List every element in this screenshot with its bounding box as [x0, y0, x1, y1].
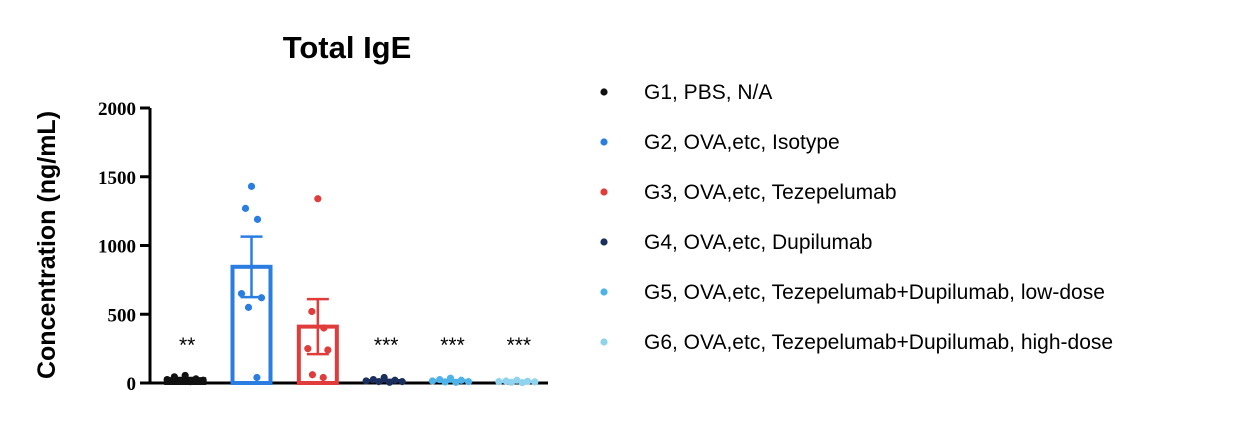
data-point [244, 303, 253, 311]
data-point [181, 371, 189, 380]
y-tick-label: 2000 [98, 99, 136, 120]
significance-label: *** [507, 334, 532, 357]
data-point [391, 376, 399, 384]
data-point [446, 374, 455, 382]
significance-label: *** [374, 334, 399, 357]
data-point [314, 195, 322, 203]
legend-marker [600, 88, 608, 96]
data-point [380, 373, 388, 382]
data-point [237, 290, 246, 298]
data-point [441, 378, 449, 386]
data-point [436, 375, 444, 384]
data-point [320, 324, 328, 332]
data-point [398, 378, 406, 386]
bars-group: ** *** *** *** [164, 235, 536, 385]
data-point [531, 378, 539, 386]
points-group [163, 182, 539, 387]
y-tick-label: 500 [108, 305, 137, 326]
y-tick-label: 1500 [98, 168, 136, 189]
legend-marker [600, 238, 608, 246]
data-point [176, 377, 184, 385]
data-point [524, 377, 532, 385]
data-point [308, 371, 317, 379]
legend-label: G5, OVA,etc, Tezepelumab+Dupilumab, low-… [644, 281, 1105, 304]
legend-marker [600, 338, 608, 346]
data-point [385, 378, 394, 386]
legend-label: G1, PBS, N/A [644, 81, 772, 104]
data-point [253, 373, 261, 382]
data-point [241, 204, 250, 212]
data-point [513, 376, 521, 384]
significance-label: *** [440, 334, 465, 357]
data-point [375, 378, 383, 386]
chart-title: Total IgE [283, 30, 412, 65]
data-point [253, 215, 262, 223]
significance-label: ** [179, 334, 195, 357]
data-point [304, 345, 312, 353]
y-axis-label: Concentration (ng/mL) [33, 111, 61, 379]
axes: 0 500 1000 1500 2000 [98, 99, 548, 395]
data-point [457, 376, 465, 384]
data-point [170, 373, 178, 381]
data-point [452, 378, 460, 386]
data-point [199, 376, 207, 384]
data-point [428, 377, 437, 385]
legend-marker [600, 188, 608, 196]
data-point [507, 378, 516, 386]
data-point [502, 377, 510, 385]
data-point [495, 378, 503, 386]
legend: G1, PBS, N/A G2, OVA,etc, Isotype G3, OVA,… [600, 81, 1113, 354]
data-point [518, 378, 526, 387]
data-point [257, 294, 266, 302]
data-point [464, 378, 473, 386]
data-point [324, 346, 332, 354]
data-point [319, 373, 327, 382]
data-point [369, 375, 377, 384]
legend-marker [600, 138, 608, 146]
data-point [163, 375, 171, 384]
bar [230, 264, 273, 385]
data-point [362, 377, 370, 385]
y-tick-label: 0 [127, 374, 137, 395]
data-point [308, 307, 316, 316]
y-tick-label: 1000 [98, 237, 136, 258]
data-point [186, 378, 195, 386]
legend-label: G2, OVA,etc, Isotype [644, 131, 840, 154]
legend-label: G3, OVA,etc, Tezepelumab [644, 181, 897, 204]
legend-label: G6, OVA,etc, Tezepelumab+Dupilumab, high… [644, 331, 1113, 354]
data-point [247, 182, 256, 190]
legend-label: G4, OVA,etc, Dupilumab [644, 231, 872, 254]
legend-marker [600, 288, 608, 296]
data-point [192, 375, 200, 383]
